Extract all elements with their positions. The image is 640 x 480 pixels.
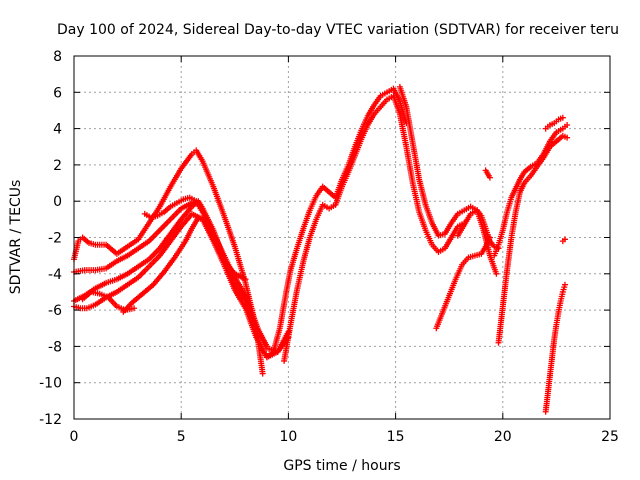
- y-tick-label: -2: [48, 231, 62, 247]
- data-point: [259, 370, 266, 377]
- data-series: [542, 114, 566, 132]
- data-series: [454, 207, 502, 252]
- data-series: [141, 194, 200, 221]
- y-tick-labels: -12 -10 -8 -6 -4 -2 0 2 4 6 8: [39, 49, 62, 428]
- data-series: [433, 234, 493, 332]
- data-point: [193, 198, 200, 205]
- data-points: [71, 83, 571, 415]
- data-series: [495, 132, 571, 346]
- y-tick-label: 8: [53, 49, 62, 65]
- x-tick-label: 10: [279, 429, 297, 445]
- data-point: [493, 270, 500, 277]
- data-series: [482, 167, 493, 181]
- data-point: [559, 114, 566, 121]
- data-series: [559, 236, 568, 245]
- data-point: [131, 305, 138, 312]
- data-series: [71, 147, 266, 377]
- x-tick-label: 20: [494, 429, 512, 445]
- y-tick-label: -8: [48, 339, 62, 355]
- x-tick-label: 0: [70, 429, 79, 445]
- data-point: [263, 343, 270, 350]
- data-series: [542, 281, 568, 415]
- data-point: [564, 121, 571, 128]
- axis-ticks: [73, 55, 611, 420]
- data-series: [263, 85, 410, 361]
- data-point: [564, 134, 571, 141]
- y-tick-label: -10: [39, 376, 62, 392]
- y-tick-label: 4: [53, 122, 62, 138]
- y-tick-label: -12: [39, 412, 62, 428]
- data-point: [486, 174, 493, 181]
- x-tick-label: 15: [387, 429, 405, 445]
- y-tick-label: 0: [53, 194, 62, 210]
- y-tick-label: 6: [53, 85, 62, 101]
- data-point: [561, 281, 568, 288]
- data-point: [242, 276, 249, 283]
- y-tick-label: 2: [53, 158, 62, 174]
- x-tick-label: 25: [601, 429, 619, 445]
- x-axis-label: GPS time / hours: [283, 458, 400, 474]
- x-tick-labels: 0 5 10 15 20 25: [70, 429, 619, 445]
- data-series: [71, 210, 292, 361]
- data-point: [561, 236, 568, 243]
- y-tick-label: -6: [48, 303, 62, 319]
- x-tick-label: 5: [177, 429, 186, 445]
- data-series: [281, 92, 468, 364]
- data-series: [120, 214, 270, 350]
- grid: [74, 56, 610, 419]
- y-tick-label: -4: [48, 267, 62, 283]
- chart-title: Day 100 of 2024, Sidereal Day-to-day VTE…: [57, 22, 619, 38]
- y-axis-label: SDTVAR / TECUs: [8, 180, 24, 295]
